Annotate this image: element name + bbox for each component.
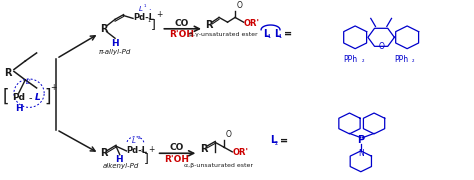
Text: ]: ]	[144, 152, 148, 165]
Text: P: P	[357, 136, 365, 145]
Text: R: R	[100, 24, 108, 34]
Text: OR': OR'	[244, 19, 260, 28]
Text: R: R	[205, 20, 212, 30]
Text: H: H	[115, 155, 123, 164]
Text: L: L	[270, 136, 276, 145]
Text: +: +	[148, 145, 155, 154]
Text: CO: CO	[169, 143, 184, 152]
Text: L: L	[139, 6, 143, 12]
Text: ]: ]	[151, 18, 156, 31]
Text: ₂: ₂	[412, 58, 414, 64]
Text: ²: ²	[141, 148, 144, 157]
Text: +: +	[50, 82, 57, 91]
Text: PPh: PPh	[394, 55, 408, 64]
Text: ₁: ₁	[278, 31, 281, 40]
Text: Pd-L: Pd-L	[133, 13, 154, 22]
Text: ₁: ₁	[147, 15, 150, 24]
Text: Pd-L: Pd-L	[127, 146, 147, 155]
Text: PPh: PPh	[343, 55, 357, 64]
Text: ¹: ¹	[144, 4, 146, 10]
Text: R: R	[200, 143, 208, 154]
Text: [: [	[2, 87, 9, 105]
Text: =: =	[281, 136, 289, 145]
Text: R'OH: R'OH	[169, 30, 194, 39]
Text: L: L	[263, 29, 269, 39]
Text: OR': OR'	[232, 148, 248, 157]
Text: =: =	[284, 29, 292, 39]
Text: L: L	[35, 93, 40, 102]
Text: π-allyl-Pd: π-allyl-Pd	[99, 49, 131, 55]
Text: L': L'	[26, 79, 32, 85]
Text: α,β-unsaturated ester: α,β-unsaturated ester	[183, 163, 253, 168]
Text: ₂: ₂	[274, 138, 277, 147]
Text: ₂: ₂	[361, 58, 364, 64]
Text: L: L	[132, 138, 136, 144]
Text: β,γ-unsaturated ester: β,γ-unsaturated ester	[190, 32, 258, 37]
Text: H: H	[111, 39, 119, 48]
Text: alkenyl-Pd: alkenyl-Pd	[103, 163, 139, 169]
Text: N: N	[358, 149, 364, 158]
Text: O: O	[225, 130, 231, 139]
Text: R'OH: R'OH	[164, 155, 189, 164]
Text: R: R	[100, 148, 108, 158]
Text: ]: ]	[45, 87, 51, 105]
Text: O: O	[237, 1, 242, 10]
Text: -: -	[28, 93, 32, 103]
Text: L: L	[274, 29, 280, 39]
Text: ₁: ₁	[267, 31, 270, 40]
Text: R: R	[4, 68, 12, 78]
Text: H: H	[15, 104, 22, 113]
Text: Pd: Pd	[12, 93, 25, 102]
Text: ²: ²	[137, 137, 140, 142]
Text: O: O	[378, 42, 384, 51]
Text: +: +	[156, 10, 162, 19]
Text: CO: CO	[174, 19, 189, 28]
